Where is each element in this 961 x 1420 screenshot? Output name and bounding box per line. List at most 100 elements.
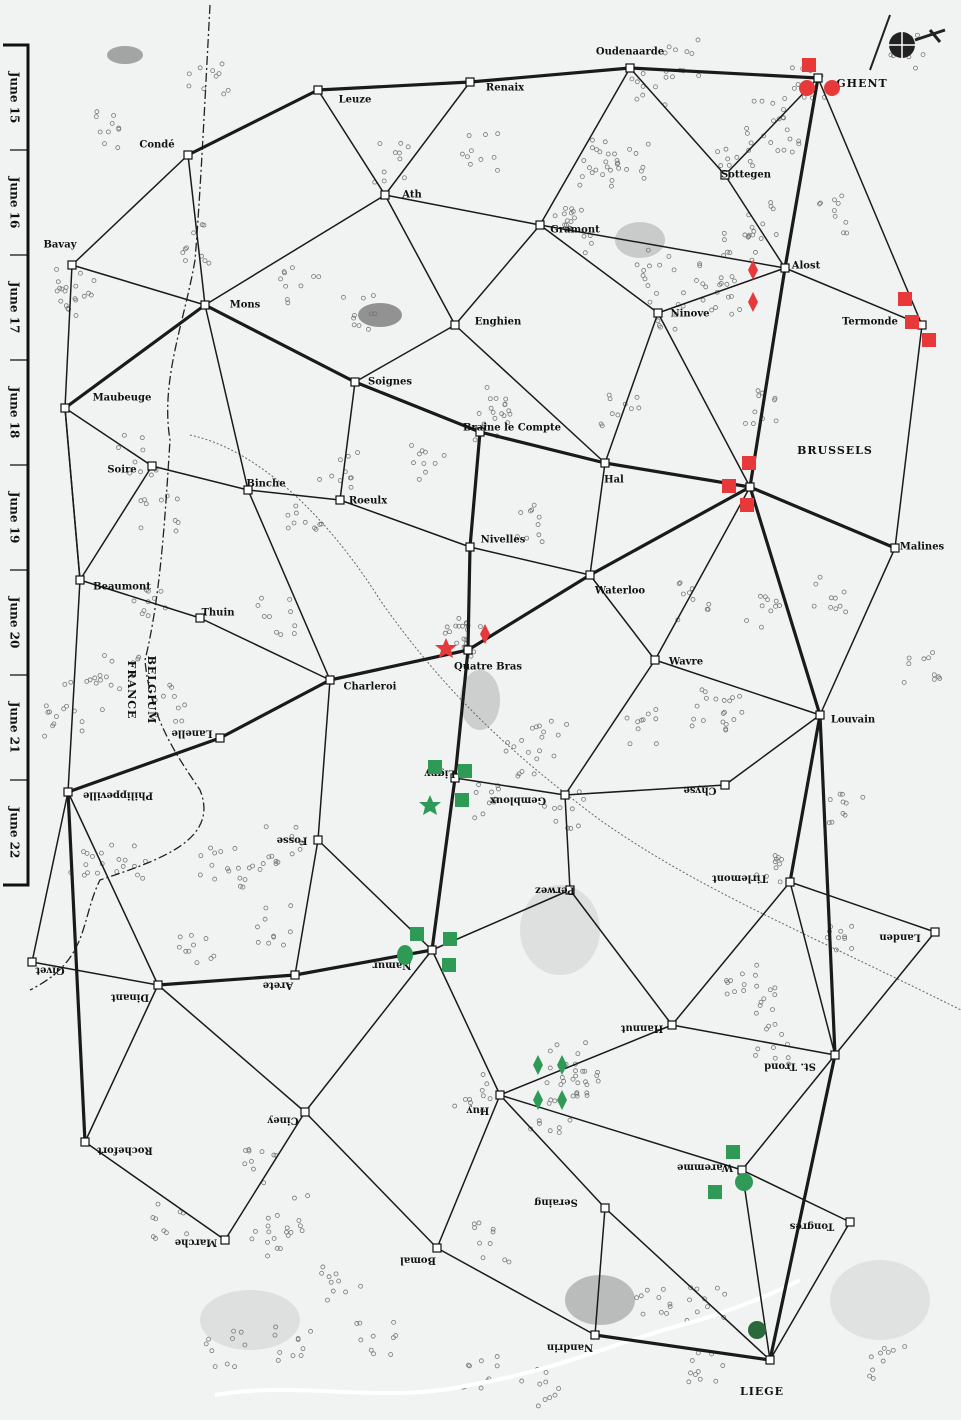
road — [203, 303, 357, 384]
village-dot — [441, 453, 447, 458]
road — [430, 776, 457, 952]
town-label: Beaumont — [93, 582, 151, 593]
village-dot — [843, 609, 849, 615]
village-dot — [479, 1087, 485, 1093]
village-dot — [579, 174, 585, 179]
town-label: Ciney — [266, 1115, 298, 1126]
village-dot — [546, 1100, 552, 1106]
village-dot — [139, 435, 145, 441]
village-dot — [495, 167, 500, 173]
village-dot — [140, 447, 146, 453]
village-dot — [753, 972, 758, 978]
village-dot — [288, 1230, 294, 1235]
village-dot — [597, 149, 603, 155]
village-dot — [901, 680, 907, 685]
village-dot — [275, 1357, 281, 1363]
town-marker — [450, 320, 460, 330]
town-label: Alost — [791, 261, 821, 272]
village-dot — [172, 694, 177, 699]
village-dot — [491, 799, 497, 805]
town-marker — [427, 945, 437, 955]
town-marker — [147, 461, 157, 471]
village-dot — [750, 421, 756, 426]
town-marker — [60, 403, 70, 413]
road — [588, 485, 752, 577]
village-dot — [102, 141, 107, 147]
village-dot — [730, 695, 735, 701]
village-dot — [768, 140, 774, 145]
village-dot — [206, 260, 212, 266]
village-dot — [537, 1120, 542, 1126]
village-dot — [183, 258, 188, 264]
village-dot — [785, 1055, 791, 1061]
village-dot — [878, 1350, 883, 1356]
village-dot — [224, 1361, 230, 1367]
village-dot — [615, 412, 621, 418]
village-dot — [580, 1068, 586, 1074]
village-dot — [754, 962, 760, 968]
village-dot — [602, 139, 608, 145]
village-dot — [421, 461, 427, 466]
village-dot — [282, 270, 287, 276]
town-label: Mons — [230, 300, 261, 311]
road — [316, 80, 472, 92]
village-dot — [657, 262, 663, 268]
village-dot — [777, 879, 783, 885]
village-dot — [536, 514, 542, 520]
village-dot — [581, 796, 586, 802]
village-dot — [93, 114, 99, 119]
village-dot — [130, 660, 136, 666]
road — [67, 579, 81, 793]
turn-label: June 15 — [8, 71, 22, 124]
village-dot — [760, 221, 766, 227]
village-dot — [232, 846, 238, 851]
village-dot — [811, 603, 817, 609]
road — [199, 617, 331, 681]
road — [654, 659, 821, 716]
village-dot — [535, 1403, 541, 1409]
town-label: Roeulx — [349, 496, 388, 507]
village-dot — [786, 1061, 792, 1067]
village-dot — [890, 1347, 896, 1353]
village-dot — [299, 1228, 305, 1234]
village-dot — [699, 687, 705, 693]
road — [218, 678, 332, 740]
village-dot — [316, 274, 322, 280]
village-dot — [299, 840, 305, 846]
village-dot — [492, 415, 498, 421]
village-dot — [238, 1329, 244, 1335]
village-dot — [73, 283, 79, 289]
village-dot — [664, 1310, 669, 1316]
village-dot — [843, 800, 849, 806]
village-dot — [471, 1221, 477, 1227]
village-dot — [582, 250, 588, 256]
village-dot — [694, 703, 700, 709]
town-marker — [600, 458, 610, 468]
village-dot — [640, 1311, 646, 1317]
village-dot — [311, 274, 317, 279]
village-dot — [688, 1285, 694, 1291]
village-dot — [531, 502, 537, 508]
village-dot — [481, 421, 487, 427]
village-dot — [283, 283, 289, 289]
village-dot — [265, 1253, 270, 1259]
village-dot — [676, 581, 682, 587]
village-dot — [305, 1193, 310, 1199]
village-dot — [257, 867, 263, 872]
village-dot — [694, 278, 699, 283]
town-label: Ninove — [670, 309, 709, 320]
village-dot — [336, 1278, 342, 1284]
village-dot — [772, 992, 778, 998]
village-dot — [835, 200, 841, 206]
village-dot — [191, 942, 196, 948]
village-dot — [114, 869, 120, 875]
village-dot — [715, 149, 720, 155]
village-dot — [575, 1080, 581, 1086]
village-dot — [476, 411, 482, 416]
village-dot — [782, 96, 788, 101]
village-dot — [547, 1065, 553, 1071]
village-dot — [842, 936, 848, 941]
road — [466, 573, 592, 652]
village-dot — [465, 1362, 471, 1368]
village-dot — [73, 313, 79, 318]
